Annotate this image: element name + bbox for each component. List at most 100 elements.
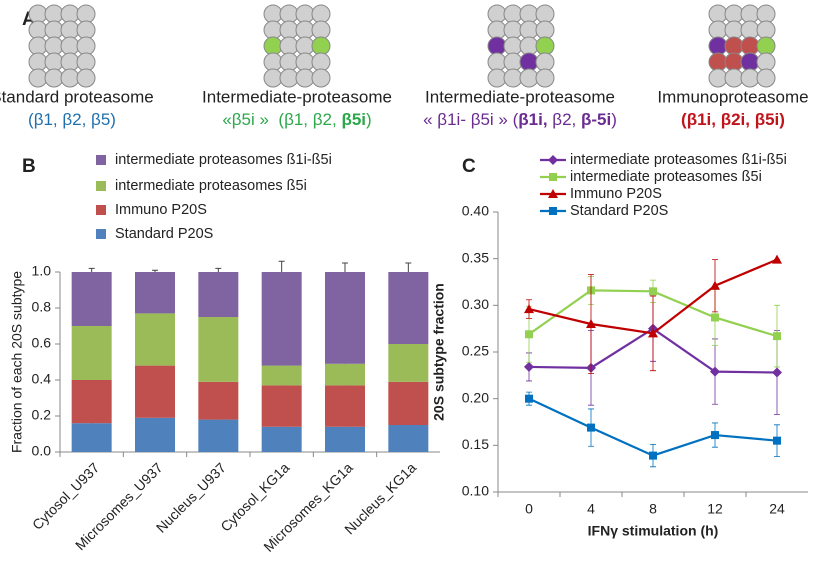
bar-segment xyxy=(388,381,429,425)
subunit xyxy=(740,68,760,88)
marker xyxy=(649,287,657,296)
marker xyxy=(548,189,558,198)
subunit xyxy=(519,52,539,72)
legend-swatch xyxy=(96,229,106,239)
subunit xyxy=(487,36,507,56)
subunit xyxy=(503,52,523,72)
y-tick-label: 0.4 xyxy=(32,371,52,387)
x-tick-label: 8 xyxy=(649,501,657,517)
subunit-text: « β1i- β5i » ( xyxy=(423,110,518,129)
x-tick-label: 24 xyxy=(769,501,785,517)
bar-segment xyxy=(388,425,429,452)
proteasome-icon xyxy=(708,4,776,88)
subunit xyxy=(60,4,80,24)
marker xyxy=(648,328,658,338)
bar-segment xyxy=(71,423,112,452)
subunit xyxy=(28,68,48,88)
subunit xyxy=(740,20,760,40)
subunit xyxy=(519,68,539,88)
proteasome-subunits: «β5i » (β1, β2, β5i) xyxy=(222,110,371,129)
subunit xyxy=(279,4,299,24)
marker xyxy=(773,436,781,445)
subunit xyxy=(279,68,299,88)
proteasome-subunits: (β1, β2, β5) xyxy=(28,110,116,129)
legend-swatch xyxy=(96,205,106,215)
subunit xyxy=(76,20,96,40)
error-bar xyxy=(215,267,222,272)
subunit xyxy=(756,68,776,88)
subunit xyxy=(535,20,555,40)
legend-label: intermediate proteasomes ß5i xyxy=(115,178,307,194)
y-tick-label: 0.15 xyxy=(462,436,489,452)
subunit xyxy=(503,20,523,40)
legend-label: Standard P20S xyxy=(570,203,668,219)
subunit xyxy=(60,68,80,88)
subunit xyxy=(708,36,728,56)
bar-segment xyxy=(325,363,365,386)
marker xyxy=(711,313,719,322)
subunit-text: ) xyxy=(611,110,617,129)
subunit-text: «β5i » (β1, β2, xyxy=(222,110,341,129)
subunit xyxy=(76,68,96,88)
subunit xyxy=(708,20,728,40)
y-tick-label: 0.0 xyxy=(32,443,52,459)
subunit xyxy=(44,4,64,24)
subunit xyxy=(503,4,523,24)
subunit-text: β2, xyxy=(548,110,581,129)
y-tick-label: 0.20 xyxy=(462,389,489,405)
error-bar xyxy=(88,267,95,272)
subunit xyxy=(263,4,283,24)
marker xyxy=(587,423,595,432)
error-bar xyxy=(342,262,348,272)
subunit xyxy=(519,36,539,56)
proteasome-icon xyxy=(263,4,331,88)
subunit xyxy=(279,52,299,72)
subunit xyxy=(28,4,48,24)
legend-swatch xyxy=(96,181,106,191)
legend-label: Immuno P20S xyxy=(570,186,662,202)
bar-segment xyxy=(71,380,112,424)
subunit xyxy=(295,68,315,88)
marker xyxy=(524,304,534,314)
y-tick-label: 0.8 xyxy=(32,299,52,315)
subunit xyxy=(724,68,744,88)
subunit xyxy=(311,68,331,88)
bar-segment xyxy=(388,344,429,382)
subunit xyxy=(76,52,96,72)
bar-segment xyxy=(388,272,429,344)
marker xyxy=(548,155,558,165)
subunit xyxy=(740,36,760,56)
subunit xyxy=(44,52,64,72)
subunit-text: β5i xyxy=(341,110,366,129)
y-tick-label: 0.30 xyxy=(462,296,489,312)
y-axis-title: 20S subtype fraction xyxy=(431,283,447,421)
bar-segment xyxy=(325,385,365,427)
subunit xyxy=(311,4,331,24)
y-tick-label: 0.6 xyxy=(32,335,52,351)
subunit xyxy=(279,36,299,56)
y-tick-label: 0.40 xyxy=(462,203,489,219)
subunit xyxy=(60,36,80,56)
y-tick-label: 0.2 xyxy=(32,407,52,423)
panel-label: B xyxy=(22,156,36,177)
subunit xyxy=(724,4,744,24)
bar-segment xyxy=(198,272,239,317)
subunit xyxy=(44,20,64,40)
subunit xyxy=(295,52,315,72)
subunit xyxy=(28,36,48,56)
marker xyxy=(525,330,533,339)
subunit-text: β1i, xyxy=(518,110,547,129)
subunit xyxy=(503,68,523,88)
marker xyxy=(549,173,557,181)
bar-segment xyxy=(198,419,239,452)
subunit xyxy=(756,36,776,56)
subunit xyxy=(311,20,331,40)
subunit xyxy=(28,52,48,72)
subunit xyxy=(756,4,776,24)
legend-label: Standard P20S xyxy=(115,226,213,242)
y-tick-label: 0.25 xyxy=(462,343,489,359)
x-tick-label: 0 xyxy=(525,501,533,517)
subunit xyxy=(487,52,507,72)
marker xyxy=(649,451,657,460)
